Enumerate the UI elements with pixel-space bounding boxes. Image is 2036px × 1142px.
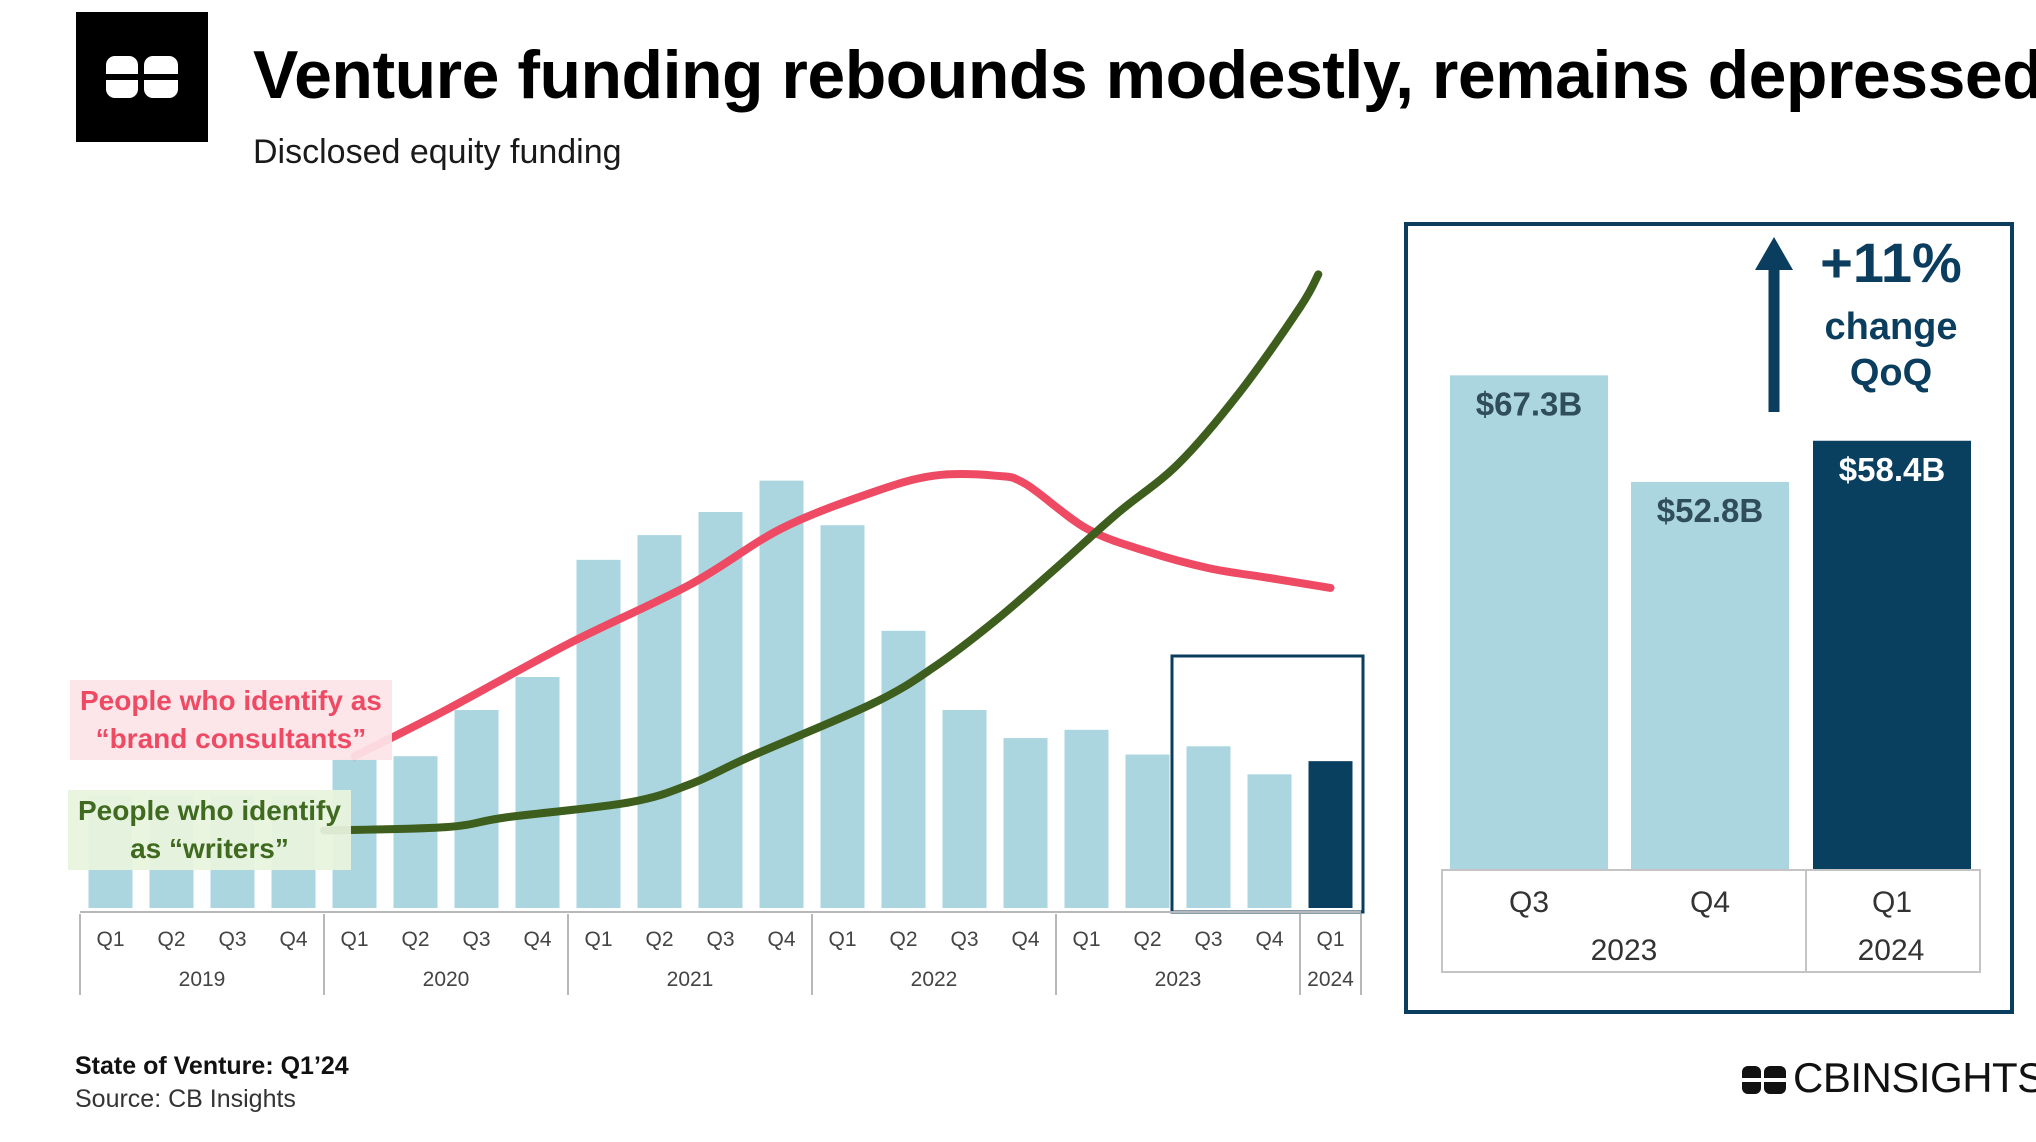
change-label-line1: change xyxy=(1824,306,1957,348)
writers-label-line2: as “writers” xyxy=(130,833,289,864)
quarter-tick-label: Q3 xyxy=(1194,928,1222,951)
inset-bar-q4 xyxy=(1631,481,1789,870)
inset-quarter-tick-label: Q4 xyxy=(1690,886,1730,919)
year-tick-label: 2023 xyxy=(1155,968,1202,991)
inset-bar-value-label: $67.3B xyxy=(1476,385,1582,422)
quarter-tick-label: Q2 xyxy=(645,928,673,951)
bar-7 xyxy=(454,710,499,908)
year-tick-label: 2019 xyxy=(179,968,226,991)
quarter-tick-label: Q4 xyxy=(523,928,551,951)
bar-12 xyxy=(759,480,804,908)
quarter-tick-label: Q1 xyxy=(1072,928,1100,951)
quarter-tick-label: Q2 xyxy=(1133,928,1161,951)
bar-9 xyxy=(576,559,621,908)
quarter-tick-label: Q3 xyxy=(218,928,246,951)
brand-consultants-trend-line xyxy=(350,470,1335,761)
brand-consultants-label-line2: “brand consultants” xyxy=(95,723,367,754)
bar-17 xyxy=(1064,729,1109,908)
brand-consultants-label-line1: People who identify as xyxy=(80,685,382,716)
inset-bar-value-label: $52.8B xyxy=(1657,492,1763,529)
year-tick-label: 2021 xyxy=(667,968,714,991)
bar-8 xyxy=(515,677,560,908)
brand-consultants-annotation: People who identify as “brand consultant… xyxy=(70,680,392,760)
year-tick-label: 2022 xyxy=(911,968,958,991)
quarter-tick-label: Q4 xyxy=(1011,928,1039,951)
chart-title: Venture funding rebounds modestly, remai… xyxy=(253,37,2036,113)
writers-label-line1: People who identify xyxy=(78,795,341,826)
quarter-tick-label: Q2 xyxy=(157,928,185,951)
writers-annotation: People who identify as “writers” xyxy=(68,790,351,870)
inset-quarter-tick-label: Q3 xyxy=(1509,886,1549,919)
inset-qoq-bar-chart: $67.3B $52.8B $58.4B Q3 Q4 Q1 2023 2024 +11% chan… xyxy=(1404,222,2014,1014)
quarter-tick-label: Q4 xyxy=(767,928,795,951)
inset-bar-q1 xyxy=(1813,440,1971,870)
quarter-tick-label: Q2 xyxy=(401,928,429,951)
chart-subtitle: Disclosed equity funding xyxy=(253,133,622,171)
quarter-tick-label: Q1 xyxy=(828,928,856,951)
bar-16 xyxy=(1003,738,1048,908)
inset-year-tick-label: 2024 xyxy=(1858,934,1925,967)
bar-20 xyxy=(1247,774,1292,908)
quarter-tick-label: Q1 xyxy=(96,928,124,951)
quarter-tick-label: Q3 xyxy=(706,928,734,951)
inset-year-tick-label: 2023 xyxy=(1591,934,1658,967)
change-percent-label: +11% xyxy=(1820,231,1962,294)
brand-wordmark: CBINSIGHTS xyxy=(1793,1054,2036,1101)
inset-bar-q3 xyxy=(1450,375,1608,870)
quarter-tick-label: Q4 xyxy=(279,928,307,951)
cb-insights-brand-icon xyxy=(1742,1066,1786,1094)
quarter-tick-label: Q1 xyxy=(1316,928,1344,951)
footer-source: Source: CB Insights xyxy=(75,1085,296,1113)
quarter-tick-label: Q1 xyxy=(584,928,612,951)
bar-14 xyxy=(881,630,926,908)
quarter-tick-label: Q4 xyxy=(1255,928,1283,951)
arrow-up-icon xyxy=(1755,237,1793,270)
quarter-tick-label: Q1 xyxy=(340,928,368,951)
year-tick-label: 2024 xyxy=(1307,968,1354,991)
quarter-tick-label: Q2 xyxy=(889,928,917,951)
bar-19 xyxy=(1186,746,1231,908)
bar-18 xyxy=(1125,754,1170,908)
inset-bar-value-label: $58.4B xyxy=(1839,451,1945,488)
inset-axis-frame xyxy=(1441,869,1981,973)
footer-report-title: State of Venture: Q1’24 xyxy=(75,1052,349,1080)
inset-quarter-tick-label: Q1 xyxy=(1872,886,1912,919)
quarter-tick-label: Q3 xyxy=(462,928,490,951)
change-label-line2: QoQ xyxy=(1850,352,1932,394)
writers-trend-line xyxy=(320,270,1323,835)
year-tick-label: 2020 xyxy=(423,968,470,991)
quarter-tick-label: Q3 xyxy=(950,928,978,951)
cb-insights-logo-icon xyxy=(76,12,208,142)
bar-15 xyxy=(942,710,987,908)
bar-21 xyxy=(1308,761,1353,908)
